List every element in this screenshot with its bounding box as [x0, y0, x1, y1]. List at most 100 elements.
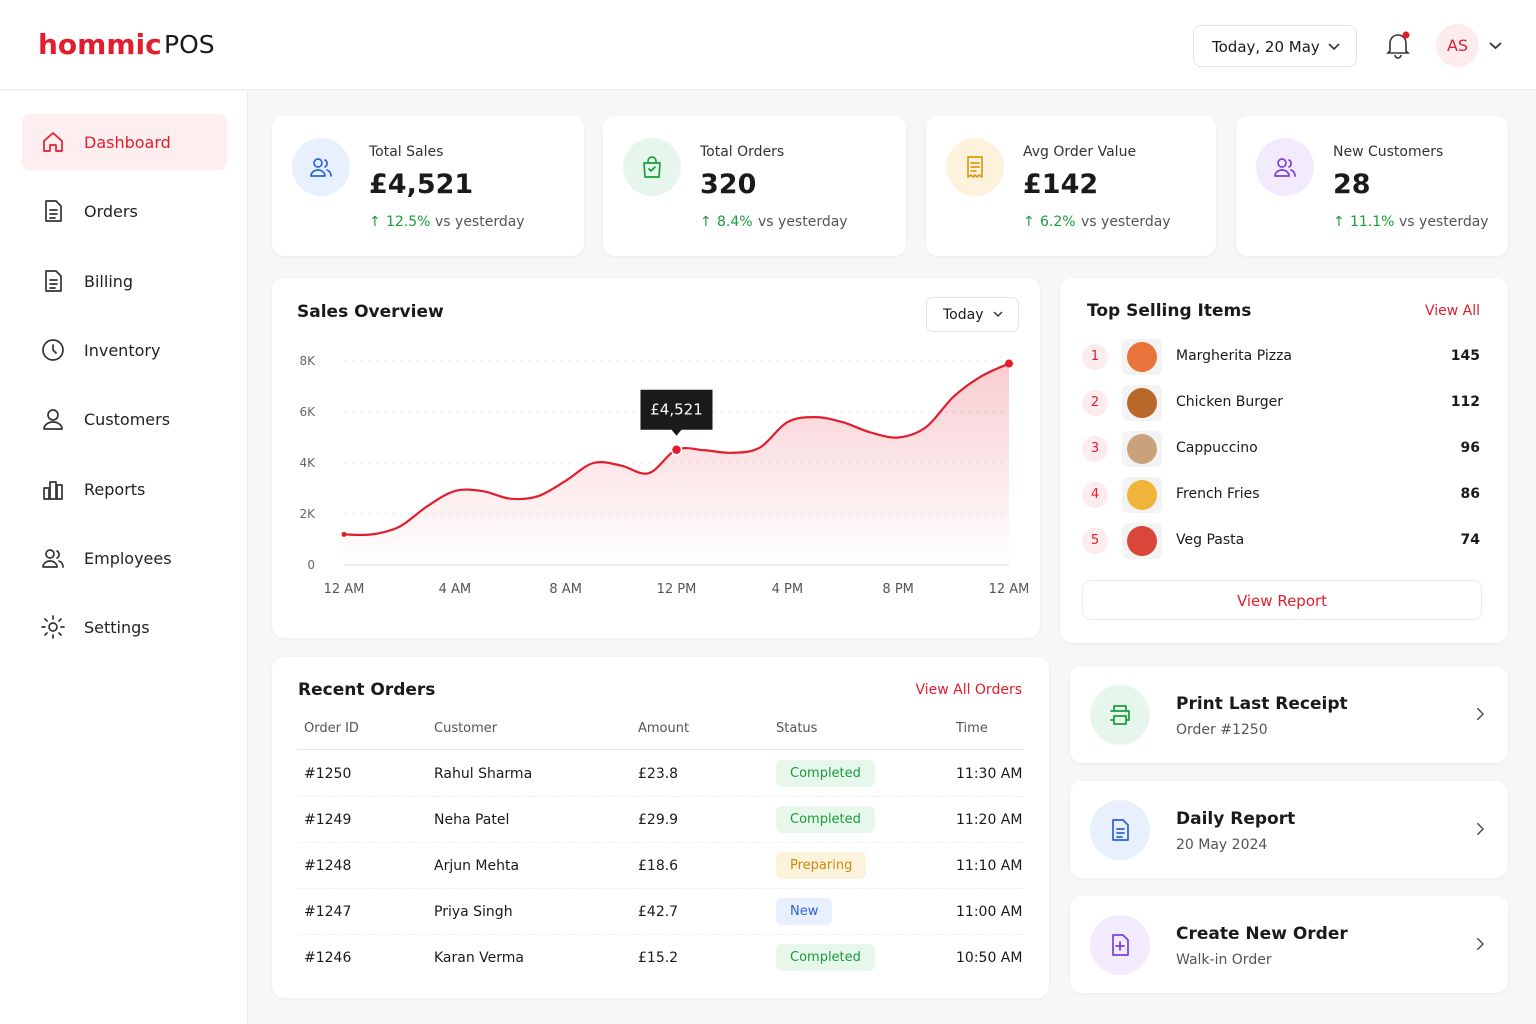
- icon: [310, 158, 332, 177]
- action-icon-bg: [1090, 685, 1150, 745]
- cell: £15.2: [638, 950, 679, 966]
- x-tick-label: 4 PM: [772, 582, 803, 597]
- icon: [45, 269, 62, 292]
- status-badge: New: [776, 898, 833, 925]
- item-image: [1122, 431, 1162, 467]
- stat-card: New Customers 28 ↑ 11.1% vs yesterday: [1236, 116, 1508, 256]
- icon: [1477, 822, 1484, 836]
- action-subtitle: Walk-in Order: [1176, 952, 1272, 968]
- icon: [967, 156, 983, 178]
- end-point: [341, 531, 347, 537]
- range-select[interactable]: Today: [926, 297, 1019, 332]
- stat-change: 12.5%: [386, 214, 431, 230]
- brand: hommic: [38, 28, 162, 61]
- nav-label: Employees: [84, 548, 172, 568]
- cell: #1250: [304, 766, 352, 782]
- stat-label: Avg Order Value: [1023, 144, 1137, 160]
- action-title: Print Last Receipt: [1176, 694, 1348, 714]
- cell: £23.8: [638, 766, 679, 782]
- cell: 11:00 AM: [956, 904, 1023, 920]
- x-tick-label: 12 AM: [989, 582, 1030, 597]
- section-title: Recent Orders: [298, 680, 436, 700]
- sales-card: Sales Overview Today 0 2K 4K 6K 8K 12 AM 4 AM 8…: [272, 278, 1040, 638]
- action-card[interactable]: Create New Order Walk-in Order: [1070, 896, 1508, 993]
- trend-arrow: ↑: [700, 214, 712, 230]
- row-divider: [298, 842, 1024, 843]
- icon: [1110, 705, 1130, 725]
- nav-item[interactable]: Orders: [22, 183, 227, 239]
- stat-icon-bg: [623, 138, 681, 196]
- nav-item[interactable]: Dashboard: [22, 114, 227, 170]
- row-divider: [298, 934, 1024, 935]
- stat-change: 6.2%: [1040, 214, 1076, 230]
- food: [1127, 342, 1157, 372]
- view-all[interactable]: View All: [1424, 303, 1480, 319]
- item-count: 112: [1450, 394, 1480, 410]
- item-name: Margherita Pizza: [1176, 348, 1293, 364]
- action-card[interactable]: Print Last Receipt Order #1250: [1070, 666, 1508, 763]
- rank-badge: 4: [1082, 482, 1108, 508]
- orders-card: Recent Orders View All Orders Order ID Cu…: [272, 657, 1049, 998]
- status-badge: Completed: [776, 806, 875, 833]
- rank-badge: 1: [1082, 344, 1108, 370]
- nav-label: Inventory: [84, 340, 161, 360]
- food: [1127, 526, 1157, 556]
- item-image: [1122, 385, 1162, 421]
- nav-label: Billing: [84, 271, 134, 291]
- date-picker[interactable]: Today, 20 May: [1193, 25, 1357, 67]
- end-point: [1005, 359, 1013, 368]
- area: [344, 363, 1009, 565]
- x-tick-label: 8 AM: [549, 582, 582, 597]
- action-card[interactable]: Daily Report 20 May 2024: [1070, 781, 1508, 878]
- stat-change: 11.1%: [1350, 214, 1395, 230]
- nav-item[interactable]: Inventory: [22, 322, 227, 378]
- item-image: [1122, 477, 1162, 513]
- status-badge: Preparing: [776, 852, 867, 879]
- icon: [1477, 937, 1484, 951]
- view-report[interactable]: View Report: [1082, 580, 1482, 620]
- icon: [643, 156, 661, 178]
- status-badge: Completed: [776, 760, 875, 787]
- column-header: Status: [776, 721, 818, 736]
- item-count: 74: [1460, 532, 1480, 548]
- stat-note: vs yesterday: [1399, 214, 1489, 230]
- column-header: Customer: [434, 721, 498, 736]
- item-image: [1122, 339, 1162, 375]
- icon: [42, 548, 64, 568]
- y-tick-label: 6K: [299, 405, 316, 419]
- row-divider: [298, 888, 1024, 889]
- action-subtitle: 20 May 2024: [1176, 837, 1268, 853]
- stat-icon-bg: [292, 138, 350, 196]
- chevron: [1328, 43, 1340, 51]
- brand-suffix: POS: [164, 30, 215, 59]
- nav-item[interactable]: Customers: [22, 391, 227, 447]
- stat-icon-bg: [1256, 138, 1314, 196]
- food: [1127, 388, 1157, 418]
- food: [1127, 480, 1157, 510]
- x-tick-label: 12 AM: [324, 582, 365, 597]
- x-tick-label: 8 PM: [882, 582, 913, 597]
- view-all-orders[interactable]: View All Orders: [915, 682, 1022, 698]
- icon: [43, 409, 63, 431]
- stat-change: 8.4%: [717, 214, 753, 230]
- nav-item[interactable]: Settings: [22, 599, 227, 655]
- cell: #1249: [304, 812, 352, 828]
- item-count: 145: [1450, 348, 1480, 364]
- avatar[interactable]: AS: [1436, 24, 1479, 67]
- bell[interactable]: [1383, 30, 1413, 60]
- action-icon-bg: [1090, 915, 1150, 975]
- stat-label: Total Sales: [369, 144, 444, 160]
- nav-item[interactable]: Billing: [22, 253, 227, 309]
- row-divider: [298, 796, 1024, 797]
- nav-label: Settings: [84, 618, 150, 638]
- icon: [1112, 934, 1129, 956]
- sidebar: Dashboard Orders Billing Inventory Customers…: [0, 91, 248, 1024]
- nav-label: Orders: [84, 202, 138, 222]
- nav-item[interactable]: Employees: [22, 530, 227, 586]
- nav-item[interactable]: Reports: [22, 461, 227, 517]
- item-name: French Fries: [1176, 486, 1260, 502]
- y-tick-label: 2K: [299, 507, 316, 521]
- nav-label: Dashboard: [84, 133, 171, 152]
- y-tick-label: 8K: [299, 354, 316, 368]
- cell: Arjun Mehta: [434, 858, 520, 874]
